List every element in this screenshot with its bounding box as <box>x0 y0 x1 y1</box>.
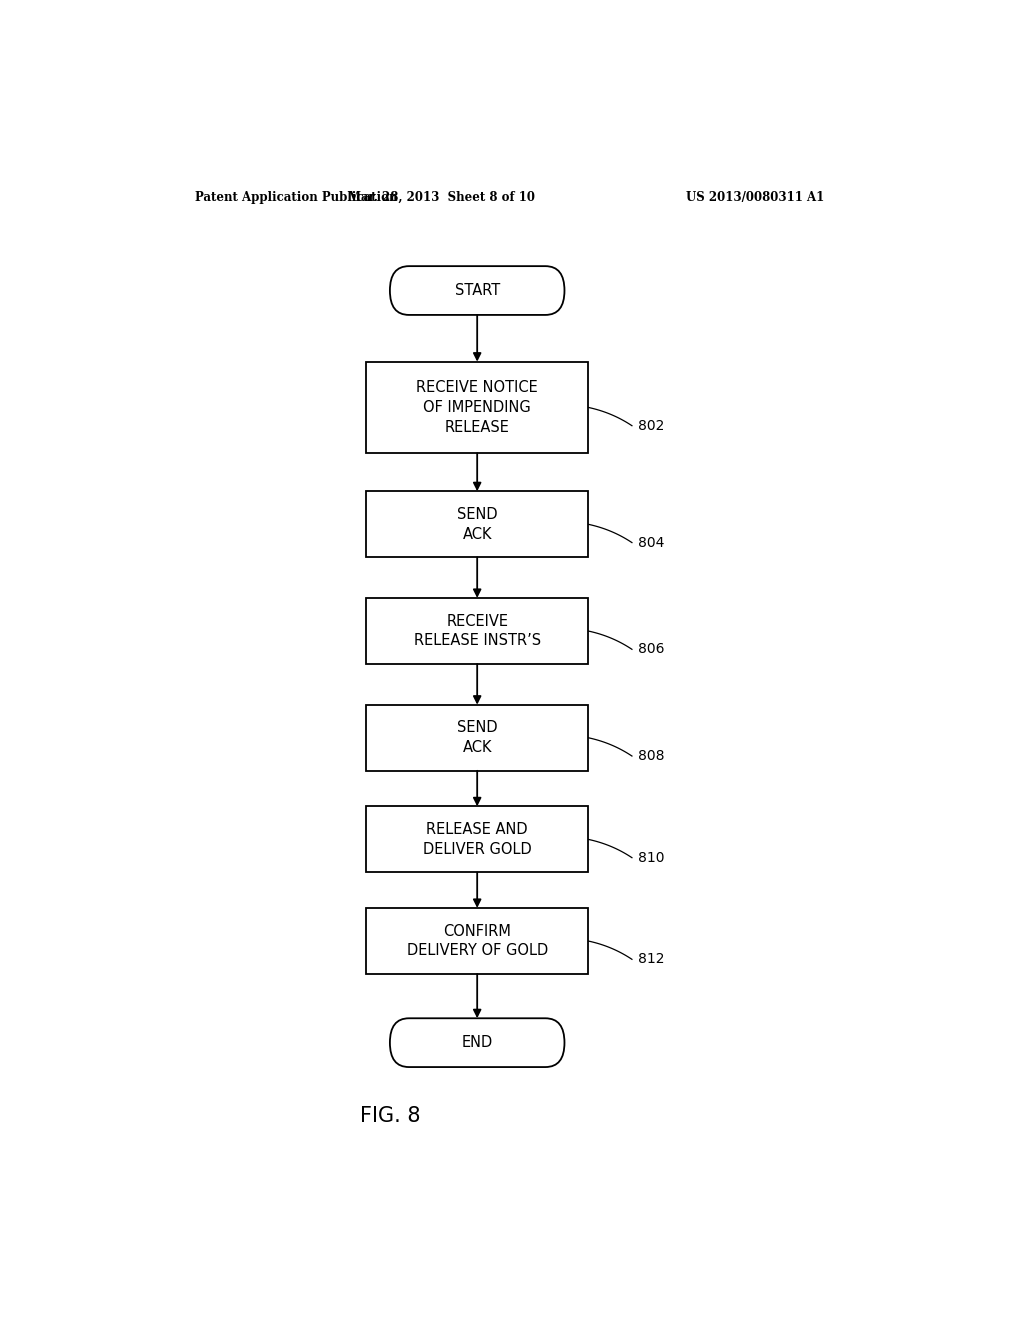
Text: 806: 806 <box>638 643 665 656</box>
Text: FIG. 8: FIG. 8 <box>359 1106 420 1126</box>
Text: US 2013/0080311 A1: US 2013/0080311 A1 <box>686 190 824 203</box>
Text: 802: 802 <box>638 418 665 433</box>
Text: START: START <box>455 282 500 298</box>
FancyBboxPatch shape <box>390 267 564 315</box>
Text: 812: 812 <box>638 952 665 966</box>
Bar <box>367 705 588 771</box>
FancyBboxPatch shape <box>390 1018 564 1067</box>
Bar <box>367 807 588 873</box>
Text: END: END <box>462 1035 493 1051</box>
Text: 810: 810 <box>638 850 665 865</box>
Bar <box>367 908 588 974</box>
Text: RECEIVE
RELEASE INSTR’S: RECEIVE RELEASE INSTR’S <box>414 614 541 648</box>
Bar <box>367 362 588 453</box>
Text: Patent Application Publication: Patent Application Publication <box>196 190 398 203</box>
Text: SEND
ACK: SEND ACK <box>457 507 498 541</box>
Text: Mar. 28, 2013  Sheet 8 of 10: Mar. 28, 2013 Sheet 8 of 10 <box>348 190 535 203</box>
Bar <box>367 491 588 557</box>
Text: 804: 804 <box>638 536 665 549</box>
Text: RECEIVE NOTICE
OF IMPENDING
RELEASE: RECEIVE NOTICE OF IMPENDING RELEASE <box>417 380 538 434</box>
Text: RELEASE AND
DELIVER GOLD: RELEASE AND DELIVER GOLD <box>423 822 531 857</box>
Bar <box>367 598 588 664</box>
Text: SEND
ACK: SEND ACK <box>457 721 498 755</box>
Text: CONFIRM
DELIVERY OF GOLD: CONFIRM DELIVERY OF GOLD <box>407 924 548 958</box>
Text: 808: 808 <box>638 748 665 763</box>
